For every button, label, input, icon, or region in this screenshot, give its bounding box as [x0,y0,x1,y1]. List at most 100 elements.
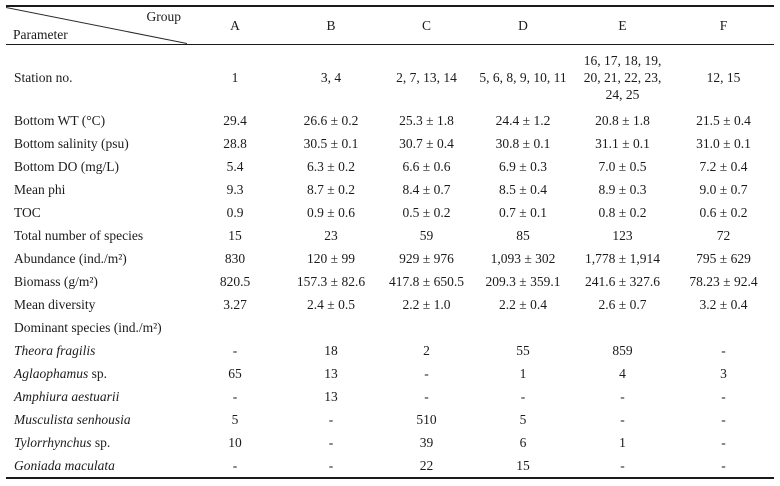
parameter-label: Biomass (g/m²) [14,273,98,289]
cell-value: 6 [519,434,527,450]
cell-value: 0.7 ± 0.1 [499,204,547,220]
parameter-label: TOC [14,204,41,220]
cell-value: 5 [231,411,239,427]
cell-value: 8.7 ± 0.2 [307,181,355,197]
parameter-label: Abundance (ind./m²) [14,250,127,266]
parameter-label: Mean diversity [14,296,96,312]
cell-value: 2.4 ± 0.5 [307,296,355,312]
corner-parameter-label: Parameter [13,27,68,42]
table-row: Aglaophamus sp. 65 13 - 1 4 3 [6,362,774,385]
cell-value: 5 [519,411,527,427]
parameter-label: Bottom DO (mg/L) [14,158,119,174]
cell-value: 830 [224,250,246,266]
cell-value: - [520,388,526,404]
parameter-label: Bottom WT (°C) [14,112,106,128]
parameter-label: Aglaophamus sp. [6,362,187,385]
cell-value: 20.8 ± 1.8 [595,112,650,128]
table-row: Bottom DO (mg/L) 5.4 6.3 ± 0.2 6.6 ± 0.6 6.9… [6,155,774,178]
table-row: Theora fragilis - 18 2 55 859 - [6,339,774,362]
parameter-label: Dominant species (ind./m²) [14,319,162,335]
cell-value: 0.8 ± 0.2 [598,204,647,220]
cell-value [474,316,572,339]
cell-value: 2 [423,342,430,358]
cell-value: 3, 4 [320,69,342,85]
cell-value: 1 [231,69,239,85]
cell-value: 65 [228,365,242,381]
cell-value: 12, 15 [706,69,741,85]
cell-value: 417.8 ± 650.5 [389,273,464,289]
cell-value: - [232,342,238,358]
cell-value: 929 ± 976 [399,250,454,266]
cell-value: - [721,411,726,427]
cell-value: 1 [619,434,626,450]
species-suffix: sp. [94,434,111,450]
cell-value: - [328,457,334,473]
cell-value: 157.3 ± 82.6 [296,273,366,289]
table-row: Mean phi 9.3 8.7 ± 0.2 8.4 ± 0.7 8.5 ± 0.4 8.… [6,178,774,201]
parameter-label: Theora fragilis [6,339,187,362]
cell-value: 6.9 ± 0.3 [499,158,547,174]
header-row: Group Parameter A B C D E F [6,6,774,45]
cell-value: - [328,434,334,450]
species-name: Musculista senhousia [14,411,131,427]
cell-value: - [232,388,238,404]
cell-value: 78.23 ± 92.4 [689,273,758,289]
cell-value: - [424,388,429,404]
diagonal-line [6,7,187,44]
cell-value: 4 [619,365,626,381]
cell-value: 15 [516,457,530,473]
cell-value: 209.3 ± 359.1 [485,273,561,289]
cell-value: 7.0 ± 0.5 [598,158,647,174]
cell-value: - [620,388,625,404]
cell-value: 9.0 ± 0.7 [699,181,748,197]
table-row: Biomass (g/m²) 820.5 157.3 ± 82.6 417.8 ± 6… [6,270,774,293]
cell-value: 31.0 ± 0.1 [696,135,751,151]
column-header-f: F [673,6,774,45]
cell-value: 0.6 ± 0.2 [699,204,748,220]
species-name: Aglaophamus [14,365,89,381]
table-body: Station no. 1 3, 4 2, 7, 13, 14 5, 6, 8, 9, … [6,45,774,479]
table-row: Musculista senhousia 5 - 510 5 - - [6,408,774,431]
cell-value: 2, 7, 13, 14 [396,69,457,85]
cell-value: 23 [324,227,338,243]
cell-value: 28.8 [223,135,247,151]
corner-group-label: Group [146,9,182,24]
cell-value: 5.4 [226,158,244,174]
column-header-d: D [474,6,572,45]
table-row: Bottom WT (°C) 29.4 26.6 ± 0.2 25.3 ± 1.8 24… [6,109,774,132]
cell-value: 2.6 ± 0.7 [598,296,647,312]
cell-value: 30.5 ± 0.1 [303,135,359,151]
corner-cell: Group Parameter [6,6,187,45]
species-name: Amphiura aestuarii [14,388,120,404]
parameter-label: Goniada maculata [6,454,187,478]
cell-value: 795 ± 629 [696,250,751,266]
cell-value: 59 [419,227,434,243]
cell-value: 25.3 ± 1.8 [399,112,454,128]
cell-value: 7.2 ± 0.4 [699,158,748,174]
cell-value: 72 [716,227,731,243]
table-row: Goniada maculata - - 22 15 - - [6,454,774,478]
cell-value: - [721,457,726,473]
parameter-label: Amphiura aestuarii [6,385,187,408]
cell-value: 120 ± 99 [307,250,355,266]
column-header-c: C [379,6,474,45]
cell-value: 0.5 ± 0.2 [402,204,451,220]
cell-value: 55 [516,342,530,358]
column-header-b: B [283,6,379,45]
species-name: Tylorrhynchus [14,434,92,450]
cell-value: - [721,342,726,358]
cell-value: 16, 17, 18, 19, 20, 21, 22, 23, 24, 25 [583,52,662,102]
cell-value: 10 [228,434,242,450]
column-header-a: A [187,6,283,45]
table-row: Mean diversity 3.27 2.4 ± 0.5 2.2 ± 1.0 2.2 … [6,293,774,316]
cell-value: 13 [324,365,338,381]
cell-value: 1 [519,365,527,381]
cell-value: 2.2 ± 0.4 [499,296,547,312]
cell-value [572,316,673,339]
species-name: Theora fragilis [14,342,96,358]
cell-value: 85 [516,227,530,243]
cell-value: 30.7 ± 0.4 [399,135,454,151]
cell-value [187,316,283,339]
cell-value: 24.4 ± 1.2 [495,112,551,128]
cell-value: 39 [419,434,434,450]
